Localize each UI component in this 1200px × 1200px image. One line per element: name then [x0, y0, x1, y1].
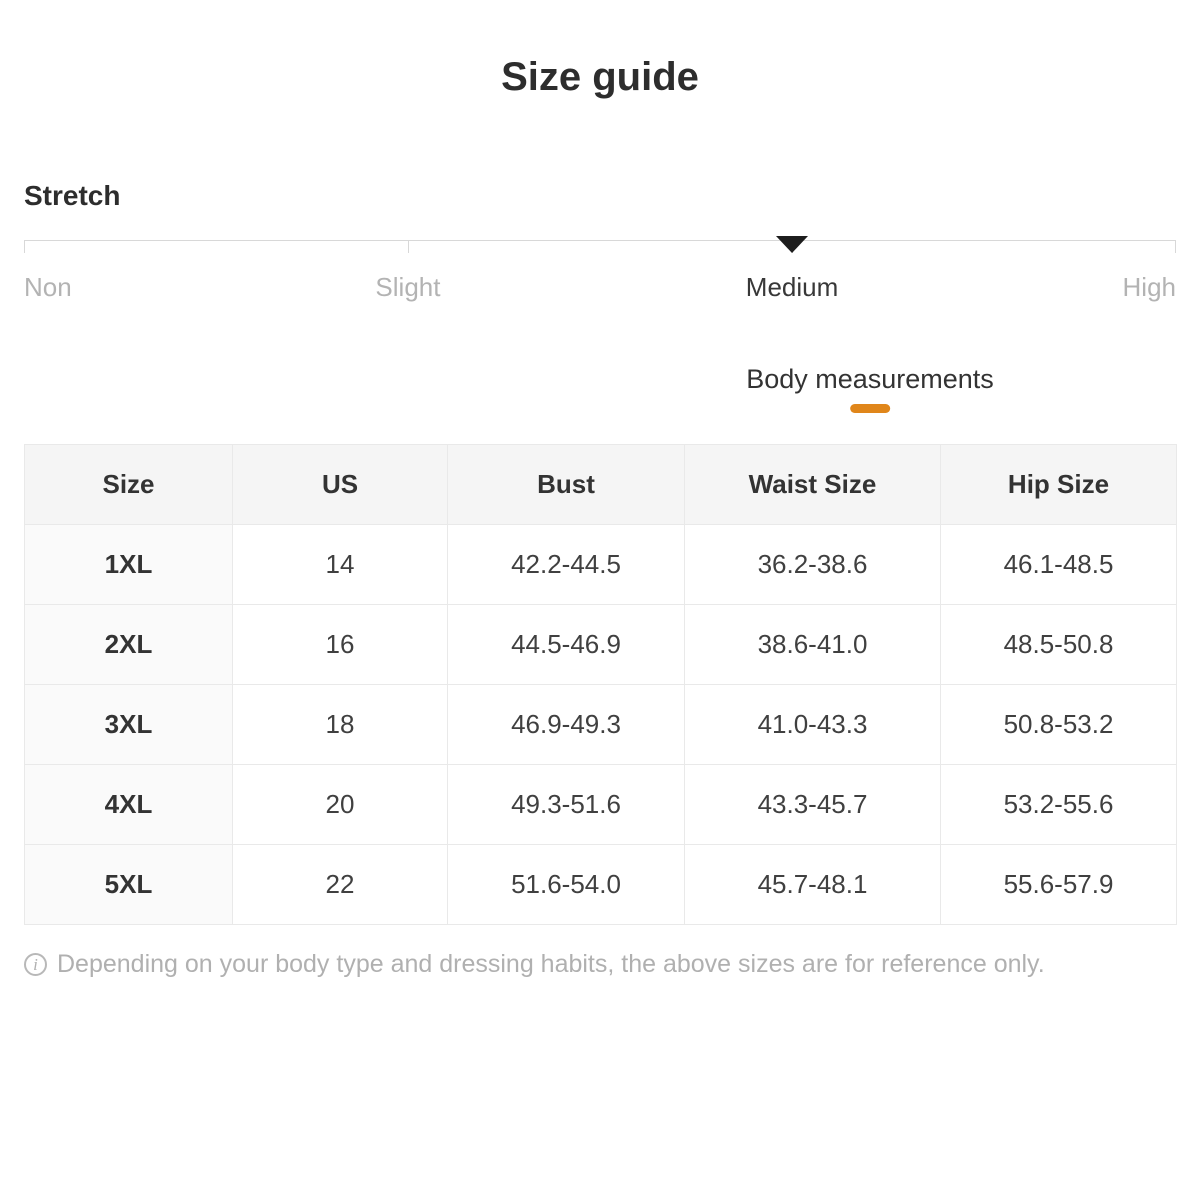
waist-cell: 41.0-43.3: [684, 684, 941, 765]
size-cell: 1XL: [24, 524, 233, 605]
table-row-5xl: 5XL 22 51.6-54.0 45.7-48.1 55.6-57.9: [24, 844, 1177, 925]
header-cell-waist: Waist Size: [684, 444, 941, 525]
header-cell-us: US: [232, 444, 448, 525]
stretch-option-high: High: [1122, 272, 1176, 302]
size-cell: 5XL: [24, 844, 233, 925]
bust-cell: 44.5-46.9: [447, 604, 685, 685]
stretch-scale: [24, 236, 1176, 253]
us-cell: 16: [232, 604, 448, 685]
scale-tick: [1175, 240, 1176, 253]
waist-cell: 45.7-48.1: [684, 844, 941, 925]
size-cell: 3XL: [24, 684, 233, 765]
hip-cell: 46.1-48.5: [940, 524, 1177, 605]
waist-cell: 36.2-38.6: [684, 524, 941, 605]
stretch-option-non: Non: [24, 272, 72, 302]
waist-cell: 43.3-45.7: [684, 764, 941, 845]
active-tab-underline: [850, 404, 890, 413]
table-header-row: Size US Bust Waist Size Hip Size: [24, 444, 1177, 525]
tab-body-measurements[interactable]: Body measurements: [746, 364, 994, 413]
stretch-scale-labels: Non Slight Medium High: [24, 272, 1176, 310]
us-cell: 18: [232, 684, 448, 765]
hip-cell: 55.6-57.9: [940, 844, 1177, 925]
header-cell-bust: Bust: [447, 444, 685, 525]
hip-cell: 53.2-55.6: [940, 764, 1177, 845]
bust-cell: 51.6-54.0: [447, 844, 685, 925]
bust-cell: 42.2-44.5: [447, 524, 685, 605]
scale-tick: [24, 240, 25, 253]
header-cell-size: Size: [24, 444, 233, 525]
reference-note-text: Depending on your body type and dressing…: [57, 950, 1045, 978]
triangle-marker-icon: [776, 236, 809, 253]
hip-cell: 48.5-50.8: [940, 604, 1177, 685]
stretch-option-medium: Medium: [745, 272, 839, 302]
table-row-1xl: 1XL 14 42.2-44.5 36.2-38.6 46.1-48.5: [24, 524, 1177, 605]
info-icon: i: [24, 953, 47, 976]
size-cell: 4XL: [24, 764, 233, 845]
size-table: Size US Bust Waist Size Hip Size 1XL 14 …: [24, 444, 1177, 925]
stretch-section-label: Stretch: [24, 180, 121, 211]
us-cell: 14: [232, 524, 448, 605]
table-row-4xl: 4XL 20 49.3-51.6 43.3-45.7 53.2-55.6: [24, 764, 1177, 845]
scale-tick: [407, 240, 409, 253]
us-cell: 22: [232, 844, 448, 925]
us-cell: 20: [232, 764, 448, 845]
size-cell: 2XL: [24, 604, 233, 685]
waist-cell: 38.6-41.0: [684, 604, 941, 685]
bust-cell: 46.9-49.3: [447, 684, 685, 765]
stretch-option-slight: Slight: [375, 272, 441, 302]
table-row-2xl: 2XL 16 44.5-46.9 38.6-41.0 48.5-50.8: [24, 604, 1177, 685]
tab-body-measurements-label: Body measurements: [746, 364, 994, 394]
hip-cell: 50.8-53.2: [940, 684, 1177, 765]
header-cell-hip: Hip Size: [940, 444, 1177, 525]
table-row-3xl: 3XL 18 46.9-49.3 41.0-43.3 50.8-53.2: [24, 684, 1177, 765]
reference-note: i Depending on your body type and dressi…: [24, 950, 1176, 979]
bust-cell: 49.3-51.6: [447, 764, 685, 845]
page-title: Size guide: [501, 55, 699, 99]
